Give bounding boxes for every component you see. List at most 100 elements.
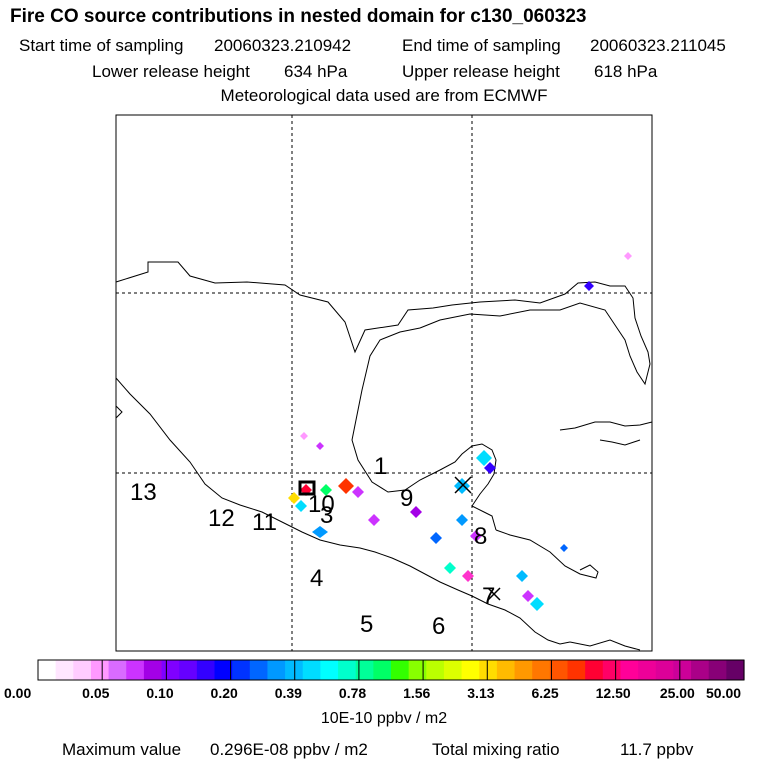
- track-label: 12: [208, 505, 235, 532]
- colorbar-cell: [655, 660, 674, 680]
- co-patch: [560, 544, 568, 552]
- co-patch: [430, 532, 442, 544]
- colorbar-tick-label: 0.78: [338, 685, 367, 701]
- colorbar-cell: [73, 660, 92, 680]
- co-patch: [316, 442, 324, 450]
- colorbar-cell: [320, 660, 339, 680]
- colorbar-cell: [532, 660, 551, 680]
- coastline-cuba: [559, 421, 653, 431]
- colorbar-tick-label: 1.56: [403, 685, 431, 701]
- track-label: 13: [130, 479, 157, 506]
- coastline-caribbean: [495, 529, 599, 579]
- co-patch: [476, 450, 492, 466]
- start-time-label: Start time of sampling: [19, 36, 184, 55]
- colorbar-cell: [249, 660, 269, 680]
- colorbar-cell: [285, 660, 304, 680]
- colorbar-cell: [38, 660, 57, 680]
- meteo-source: Meteorological data used are from ECMWF: [220, 86, 548, 105]
- end-time-label: End time of sampling: [402, 36, 561, 55]
- plot-title: Fire CO source contributions in nested d…: [10, 6, 587, 27]
- co-patch: [312, 526, 328, 538]
- co-patch: [522, 590, 534, 602]
- coastline-north-america: [115, 261, 651, 386]
- colorbar-tick-label: 0.00: [4, 685, 32, 701]
- colorbar-tick-label: 50.00: [706, 685, 742, 701]
- graticule: [116, 115, 652, 651]
- co-patch: [368, 514, 380, 526]
- co-patch: [410, 506, 422, 518]
- co-patch: [320, 484, 332, 496]
- colorbar-cell: [549, 660, 569, 680]
- concentration-patches: [288, 252, 632, 611]
- cross-marker: [454, 476, 472, 494]
- track-crosses: [454, 476, 501, 601]
- coastline-pacific-mexico: [115, 377, 571, 645]
- colorbar-tick-label: 6.25: [531, 685, 559, 701]
- colorbar-cell: [232, 660, 251, 680]
- colorbar-cell: [479, 660, 498, 680]
- colorbar-cell: [214, 660, 233, 680]
- colorbar-cell: [143, 660, 163, 680]
- colorbar-cell: [461, 660, 480, 680]
- co-patch: [470, 530, 482, 542]
- co-patch: [300, 432, 308, 440]
- colorbar-units: 10E-10 ppbv / m2: [320, 710, 448, 727]
- co-patch: [624, 252, 632, 260]
- track-label: 10: [308, 491, 335, 518]
- co-patch: [338, 478, 354, 494]
- cross-marker: [487, 587, 501, 601]
- colorbar-cell: [355, 660, 374, 680]
- track-label: 1: [374, 453, 387, 480]
- colorbar-cell: [726, 660, 745, 680]
- coastline-hispaniola: [599, 439, 641, 446]
- track-label: 11: [252, 509, 277, 536]
- co-patch: [456, 514, 468, 526]
- co-patch: [584, 281, 594, 291]
- track-label: 7: [482, 583, 495, 610]
- colorbar-cell: [126, 660, 145, 680]
- lower-height-value: 634 hPa: [284, 62, 348, 81]
- colorbar-cell: [496, 660, 516, 680]
- colorbar-cell: [514, 660, 533, 680]
- colorbar-cell: [673, 660, 692, 680]
- colorbar-cell: [567, 660, 586, 680]
- colorbar-tick-label: 3.13: [467, 685, 495, 701]
- co-patch: [444, 562, 456, 574]
- release-box-marker: [298, 480, 316, 496]
- co-patch: [295, 500, 307, 512]
- colorbar-cell: [585, 660, 604, 680]
- colorbar-cell: [620, 660, 639, 680]
- colorbar-cell: [179, 660, 198, 680]
- track-label: 3: [320, 502, 333, 529]
- colorbar-tick-label: 0.10: [146, 685, 174, 701]
- coastline-baja: [115, 405, 123, 419]
- track-label: 6: [432, 613, 445, 640]
- colorbar-cell: [196, 660, 216, 680]
- upper-height-value: 618 hPa: [594, 62, 658, 81]
- colorbar-cell: [426, 660, 445, 680]
- colorbar-tick-label: 0.20: [210, 685, 238, 701]
- colorbar-tick-label: 12.50: [595, 685, 631, 701]
- total-mixing-label: Total mixing ratio: [432, 740, 560, 759]
- max-value-label: Maximum value: [62, 740, 182, 759]
- colorbar-cell: [373, 660, 392, 680]
- colorbar-cell: [638, 660, 657, 680]
- colorbar-cell: [108, 660, 127, 680]
- map-frame: [115, 114, 653, 652]
- start-time-value: 20060323.210942: [214, 36, 352, 55]
- upper-height-label: Upper release height: [402, 62, 560, 81]
- colorbar-cell: [267, 660, 286, 680]
- colorbar-cell: [602, 660, 622, 680]
- end-time-value: 20060323.211045: [590, 36, 726, 55]
- track-label: 4: [310, 565, 323, 592]
- colorbar-cell: [55, 660, 74, 680]
- colorbar-cell: [408, 660, 427, 680]
- co-patch: [516, 570, 528, 582]
- coastline-gulf-west: [351, 327, 497, 531]
- co-patch: [352, 486, 364, 498]
- colorbar-cell: [90, 660, 110, 680]
- track-label: 5: [360, 611, 373, 638]
- colorbar-cell: [708, 660, 727, 680]
- colorbar-ticks: [37, 660, 745, 680]
- colorbar-tick-label: 0.05: [82, 685, 110, 701]
